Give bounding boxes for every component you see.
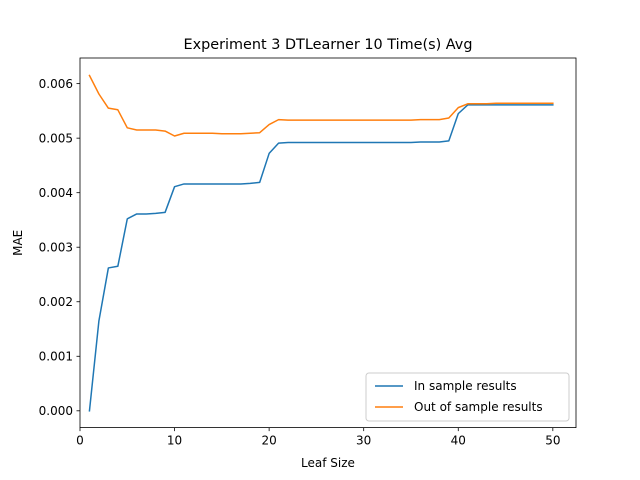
y-tick-label: 0.005 [39, 131, 73, 145]
series-line-in-sample [88, 104, 554, 412]
x-axis-label: Leaf Size [301, 456, 355, 470]
series-line-out-of-sample [88, 74, 554, 137]
chart-title: Experiment 3 DTLearner 10 Time(s) Avg [184, 37, 473, 53]
x-tick-label: 0 [76, 434, 84, 448]
x-tick-label: 10 [167, 434, 182, 448]
x-tick-label: 20 [261, 434, 276, 448]
y-tick-label: 0.006 [39, 77, 73, 91]
y-tick-label: 0.001 [39, 350, 73, 364]
x-tick-label: 40 [451, 434, 466, 448]
x-tick-label: 30 [356, 434, 371, 448]
legend: In sample results Out of sample results [365, 372, 570, 422]
plot-area [88, 74, 554, 412]
x-tick-label: 50 [545, 434, 560, 448]
axis-ticks: 0 10 20 30 40 50 0.000 0.001 0.002 0.003 0.004 0.00… [39, 77, 561, 448]
legend-label-out-of-sample: Out of sample results [414, 400, 543, 414]
legend-label-in-sample: In sample results [414, 379, 517, 393]
y-tick-label: 0.002 [39, 295, 73, 309]
y-tick-label: 0.003 [39, 241, 73, 255]
y-tick-label: 0.004 [39, 186, 73, 200]
axes-frame [79, 57, 577, 429]
y-tick-label: 0.000 [39, 404, 73, 418]
legend-box [365, 372, 570, 422]
y-axis-label: MAE [11, 230, 25, 256]
